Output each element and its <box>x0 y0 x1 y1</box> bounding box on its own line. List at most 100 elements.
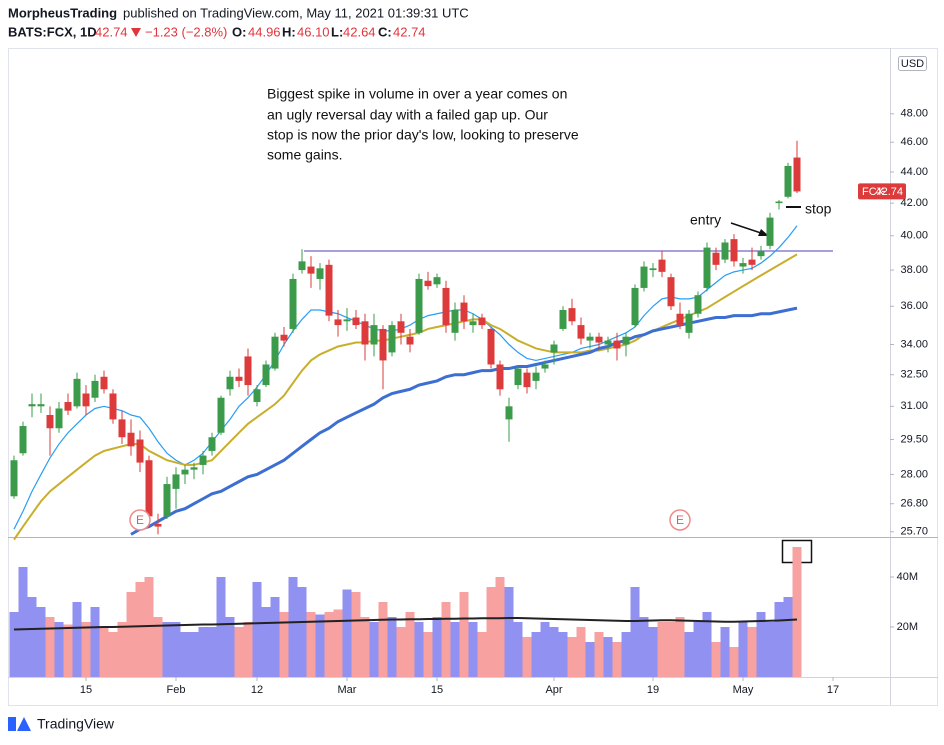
volume-bar <box>486 587 496 677</box>
volume-bar <box>396 627 406 677</box>
y-tick-label: 42.00 <box>900 197 928 209</box>
volume-bar <box>576 627 586 677</box>
volume-y-tick-label: 40M <box>897 571 918 583</box>
volume-bar <box>720 627 730 677</box>
volume-bar <box>459 592 469 677</box>
x-tick-label: 15 <box>431 684 443 696</box>
candle-body <box>244 356 252 386</box>
volume-bar <box>198 627 208 677</box>
candle-body <box>667 277 675 307</box>
candle-body <box>343 319 351 322</box>
volume-bar <box>90 607 100 677</box>
volume-bar <box>135 582 145 677</box>
author: MorpheusTrading <box>8 5 117 20</box>
candle-body <box>523 372 531 388</box>
volume-bar <box>153 617 163 677</box>
volume-bar <box>18 567 28 677</box>
candle-body <box>730 239 738 262</box>
volume-bar <box>513 622 523 677</box>
y-tick-label: 29.50 <box>900 433 928 445</box>
note-line: an ugly reversal day with a failed gap u… <box>267 107 548 123</box>
volume-bar <box>270 597 280 677</box>
down-arrow <box>131 28 141 37</box>
entry-arrow <box>730 222 765 235</box>
price-tag-value: 42.74 <box>875 186 903 198</box>
candle-body <box>73 378 81 407</box>
candle-body <box>379 328 387 361</box>
volume-bar <box>495 577 505 677</box>
price-tag-symbol: FCX <box>862 186 885 198</box>
logo-shape <box>17 717 31 731</box>
y-tick-label: 28.00 <box>900 468 928 480</box>
moving-average-line <box>13 253 798 541</box>
candle-body <box>334 319 342 326</box>
volume-bar <box>180 632 190 677</box>
volume-bar <box>342 589 352 677</box>
volume-bar <box>540 622 550 677</box>
candle-body <box>739 263 747 267</box>
candle-body <box>757 250 765 257</box>
x-tick-label: Apr <box>545 684 562 696</box>
volume-bar <box>387 617 397 677</box>
candle-body <box>352 317 360 326</box>
volume-bar <box>171 622 181 677</box>
note-line: some gains. <box>267 147 342 163</box>
volume-bar <box>360 617 370 677</box>
candle-body <box>91 380 99 398</box>
candle-body <box>442 287 450 326</box>
volume-bar <box>9 612 19 677</box>
frame <box>8 48 938 706</box>
volume-bar <box>729 647 739 677</box>
candle-body <box>469 321 477 326</box>
candle-body <box>37 404 45 407</box>
volume-bar <box>567 637 577 677</box>
symbol: BATS:FCX, 1D <box>8 24 97 39</box>
candle-body <box>451 309 459 333</box>
candle-body <box>712 252 720 265</box>
volume-bar <box>369 622 379 677</box>
volume-bar <box>81 622 91 677</box>
volume-bar <box>54 622 64 677</box>
candle-body <box>46 415 54 429</box>
candle-body <box>280 334 288 341</box>
moving-average-line <box>13 225 798 530</box>
volume-bar <box>621 632 631 677</box>
candle-body <box>163 484 171 517</box>
candle-body <box>478 317 486 326</box>
volume-bar <box>216 577 226 677</box>
candle-body <box>676 313 684 326</box>
note-line: Biggest spike in volume in over a year c… <box>267 86 567 102</box>
y-tick-label: 48.00 <box>900 108 928 120</box>
candle-body <box>541 364 549 369</box>
volume-bar <box>225 617 235 677</box>
candle-body <box>424 280 432 287</box>
candle-body <box>154 524 162 527</box>
candle-body <box>550 344 558 353</box>
candle-body <box>28 404 36 407</box>
candle-body <box>433 277 441 285</box>
volume-bar <box>639 617 649 677</box>
volume-bar <box>630 587 640 677</box>
note-line: stop is now the prior day's low, looking… <box>267 127 579 143</box>
volume-bar <box>279 612 289 677</box>
volume-bar <box>792 547 802 677</box>
volume-bar <box>684 632 694 677</box>
ohlc-value: 42.74 <box>393 24 426 39</box>
volume-bar <box>189 632 199 677</box>
volume-bar <box>126 592 136 677</box>
candle-body <box>496 364 504 390</box>
candle-body <box>694 295 702 314</box>
volume-bar <box>657 622 667 677</box>
candle-body <box>622 336 630 345</box>
volume-bar <box>261 607 271 677</box>
candle-body <box>721 242 729 260</box>
volume-bar <box>243 622 253 677</box>
logo-bar <box>8 717 16 731</box>
volume-bar <box>162 622 172 677</box>
y-tick-label: 31.00 <box>900 400 928 412</box>
volume-bar <box>207 627 217 677</box>
volume-bar <box>549 627 559 677</box>
x-tick-label: Feb <box>167 684 186 696</box>
volume-bar <box>711 642 721 677</box>
volume-bar <box>477 632 487 677</box>
